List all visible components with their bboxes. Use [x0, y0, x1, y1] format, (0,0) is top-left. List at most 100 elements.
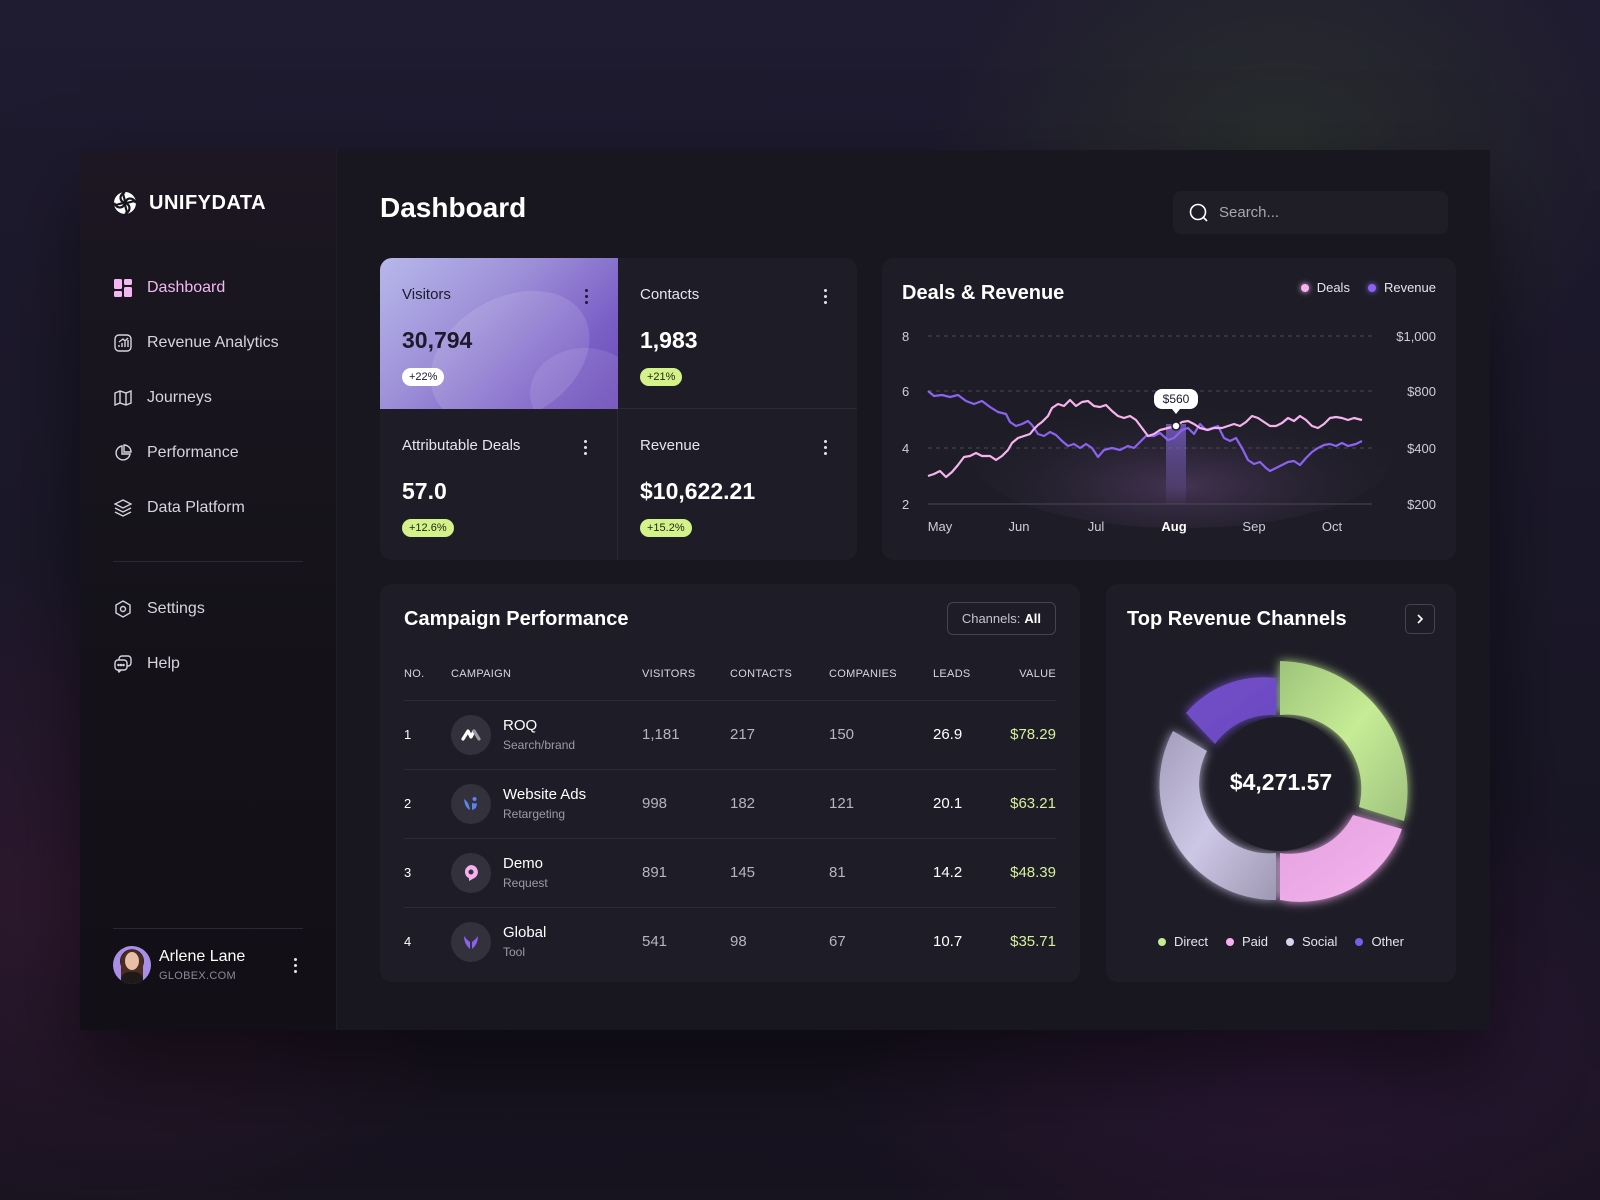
- map-icon: [113, 388, 133, 408]
- legend-dot-icon: [1286, 937, 1295, 946]
- change-badge: +21%: [640, 368, 683, 386]
- search-icon: [1189, 203, 1208, 222]
- user-menu-kebab-icon[interactable]: [287, 955, 303, 975]
- website-ads-logo-icon: [451, 783, 491, 824]
- campaign-table: NO. CAMPAIGN VISITORS CONTACTS COMPANIES…: [404, 648, 1056, 976]
- channels-filter-button[interactable]: Channels: All: [946, 602, 1056, 635]
- legend-revenue[interactable]: Revenue: [1367, 280, 1436, 295]
- brand[interactable]: UNIFYDATA: [113, 191, 266, 215]
- table-row[interactable]: 1 ROQ Search/brand 1,181 217 150 26.9 $78…: [404, 700, 1056, 770]
- kpi-card-revenue[interactable]: Revenue $10,622.21 +15.2%: [618, 409, 857, 560]
- legend-dot-icon: [1355, 937, 1364, 946]
- y-left-tick: 8: [902, 329, 909, 344]
- revenue-channels-donut[interactable]: [1106, 584, 1456, 982]
- deals-revenue-chart[interactable]: 8 6 4 2 $1,000 $800 $400 $200: [882, 258, 1456, 560]
- change-badge: +12.6%: [402, 519, 454, 537]
- y-right-tick: $800: [1407, 384, 1436, 399]
- chat-icon: [113, 654, 133, 674]
- col-header[interactable]: COMPANIES: [829, 648, 933, 701]
- primary-nav: Dashboard Revenue Analytics Journeys Per…: [113, 276, 303, 551]
- col-header[interactable]: CONTACTS: [730, 648, 829, 701]
- legend-paid[interactable]: Paid: [1225, 934, 1268, 949]
- y-right-tick: $400: [1407, 441, 1436, 456]
- sidebar-item-label: Settings: [147, 600, 205, 617]
- kpi-value: 57.0: [402, 478, 447, 504]
- search-box[interactable]: [1173, 191, 1448, 234]
- sidebar-item-label: Help: [147, 655, 180, 672]
- secondary-nav: Settings Help: [113, 597, 303, 707]
- sidebar-item-settings[interactable]: Settings: [113, 597, 303, 621]
- y-right-tick: $200: [1407, 497, 1436, 512]
- table-row[interactable]: 3 Demo Request 891 145 81 14.2 $48.39: [404, 838, 1056, 908]
- roq-logo-icon: [451, 714, 491, 755]
- sidebar-item-dashboard[interactable]: Dashboard: [113, 276, 303, 300]
- unifydata-logo-icon: [113, 191, 137, 215]
- grid-icon: [113, 278, 133, 298]
- legend-dot-icon: [1367, 283, 1376, 292]
- pie-icon: [113, 443, 133, 463]
- sidebar-item-label: Revenue Analytics: [147, 334, 279, 351]
- sidebar-item-help[interactable]: Help: [113, 652, 303, 676]
- y-left-tick: 6: [902, 384, 909, 399]
- kpi-card-attributable-deals[interactable]: Attributable Deals 57.0 +12.6%: [380, 409, 618, 560]
- col-header[interactable]: VALUE: [995, 648, 1056, 701]
- chart-title: Deals & Revenue: [902, 282, 1065, 304]
- x-tick: Jun: [1009, 519, 1030, 534]
- y-left-tick: 2: [902, 497, 909, 512]
- sidebar-item-label: Data Platform: [147, 499, 245, 516]
- legend-dot-icon: [1225, 937, 1234, 946]
- change-badge: +15.2%: [640, 519, 692, 537]
- search-input[interactable]: [1219, 204, 1419, 221]
- kpi-menu-kebab-icon[interactable]: [817, 286, 833, 306]
- col-header[interactable]: LEADS: [933, 648, 995, 701]
- app-window: UNIFYDATA Dashboard Revenue Analytics Jo…: [80, 150, 1490, 1030]
- legend-deals[interactable]: Deals: [1300, 280, 1350, 295]
- legend-dot-icon: [1300, 283, 1309, 292]
- sidebar-item-label: Journeys: [147, 389, 212, 406]
- global-tool-logo-icon: [451, 921, 491, 962]
- table-header-row: NO. CAMPAIGN VISITORS CONTACTS COMPANIES…: [404, 648, 1056, 701]
- kpi-value: $10,622.21: [640, 478, 756, 504]
- donut-legend: Direct Paid Social Other: [1106, 934, 1456, 949]
- user-name: Arlene Lane: [159, 948, 246, 965]
- layers-icon: [113, 498, 133, 518]
- legend-social[interactable]: Social: [1286, 934, 1337, 949]
- legend-direct[interactable]: Direct: [1158, 934, 1208, 949]
- col-header[interactable]: CAMPAIGN: [451, 648, 642, 701]
- col-header[interactable]: VISITORS: [642, 648, 730, 701]
- sidebar-item-performance[interactable]: Performance: [113, 441, 303, 465]
- kpi-menu-kebab-icon[interactable]: [577, 437, 593, 457]
- legend-other[interactable]: Other: [1355, 934, 1404, 949]
- sidebar-item-data-platform[interactable]: Data Platform: [113, 496, 303, 520]
- x-tick: Sep: [1242, 519, 1265, 534]
- sidebar-item-revenue-analytics[interactable]: Revenue Analytics: [113, 331, 303, 355]
- kpi-card-visitors[interactable]: Visitors 30,794 +22%: [380, 258, 618, 409]
- kpi-label: Attributable Deals: [402, 437, 521, 454]
- next-arrow-button[interactable]: [1405, 604, 1435, 634]
- kpi-menu-kebab-icon[interactable]: [817, 437, 833, 457]
- user-profile[interactable]: Arlene Lane GLOBEX.COM: [113, 946, 303, 984]
- avatar: [113, 946, 151, 984]
- kpi-grid: Visitors 30,794 +22% Contacts 1,983 +21%…: [380, 258, 857, 560]
- col-header[interactable]: NO.: [404, 648, 451, 701]
- sidebar-divider: [113, 928, 303, 929]
- kpi-label: Contacts: [640, 286, 700, 303]
- gear-icon: [113, 599, 133, 619]
- sidebar-item-journeys[interactable]: Journeys: [113, 386, 303, 410]
- x-tick: Jul: [1088, 519, 1105, 534]
- change-badge: +22%: [402, 368, 445, 386]
- sidebar-item-label: Dashboard: [147, 279, 226, 296]
- top-revenue-channels-card: Top Revenue Channels: [1106, 584, 1456, 982]
- kpi-menu-kebab-icon[interactable]: [578, 286, 594, 306]
- table-title: Campaign Performance: [404, 608, 629, 630]
- kpi-card-contacts[interactable]: Contacts 1,983 +21%: [618, 258, 857, 409]
- x-tick: Oct: [1322, 519, 1343, 534]
- table-row[interactable]: 2 Website Ads Retargeting 998 182 121 20.…: [404, 769, 1056, 839]
- chevron-right-icon: [1417, 614, 1424, 624]
- y-right-tick: $1,000: [1396, 329, 1436, 344]
- kpi-value: 1,983: [640, 327, 698, 353]
- table-row[interactable]: 4 Global Tool 541 98 67 10.7 $35.71: [404, 907, 1056, 976]
- chart-tooltip: $560: [1154, 389, 1198, 414]
- sidebar-item-label: Performance: [147, 444, 239, 461]
- donut-total-value: $4,271.57: [1229, 769, 1333, 795]
